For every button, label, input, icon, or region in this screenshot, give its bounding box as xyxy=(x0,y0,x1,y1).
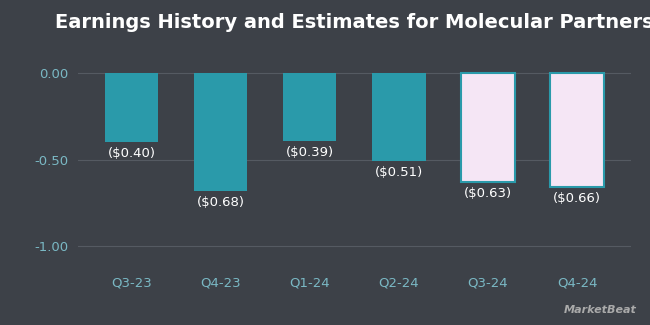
Text: ($0.63): ($0.63) xyxy=(464,187,512,200)
Text: ($0.39): ($0.39) xyxy=(285,146,333,159)
Text: ($0.66): ($0.66) xyxy=(553,192,601,205)
Bar xyxy=(283,73,337,141)
Text: ($0.40): ($0.40) xyxy=(107,148,155,161)
Bar xyxy=(105,73,158,142)
Bar xyxy=(372,73,426,161)
Bar xyxy=(194,73,247,190)
Title: Earnings History and Estimates for Molecular Partners: Earnings History and Estimates for Molec… xyxy=(55,13,650,32)
Bar xyxy=(462,73,515,182)
Text: MarketBeat: MarketBeat xyxy=(564,305,637,315)
Text: ($0.68): ($0.68) xyxy=(196,196,244,209)
Text: ($0.51): ($0.51) xyxy=(374,166,423,179)
Bar xyxy=(551,73,604,187)
